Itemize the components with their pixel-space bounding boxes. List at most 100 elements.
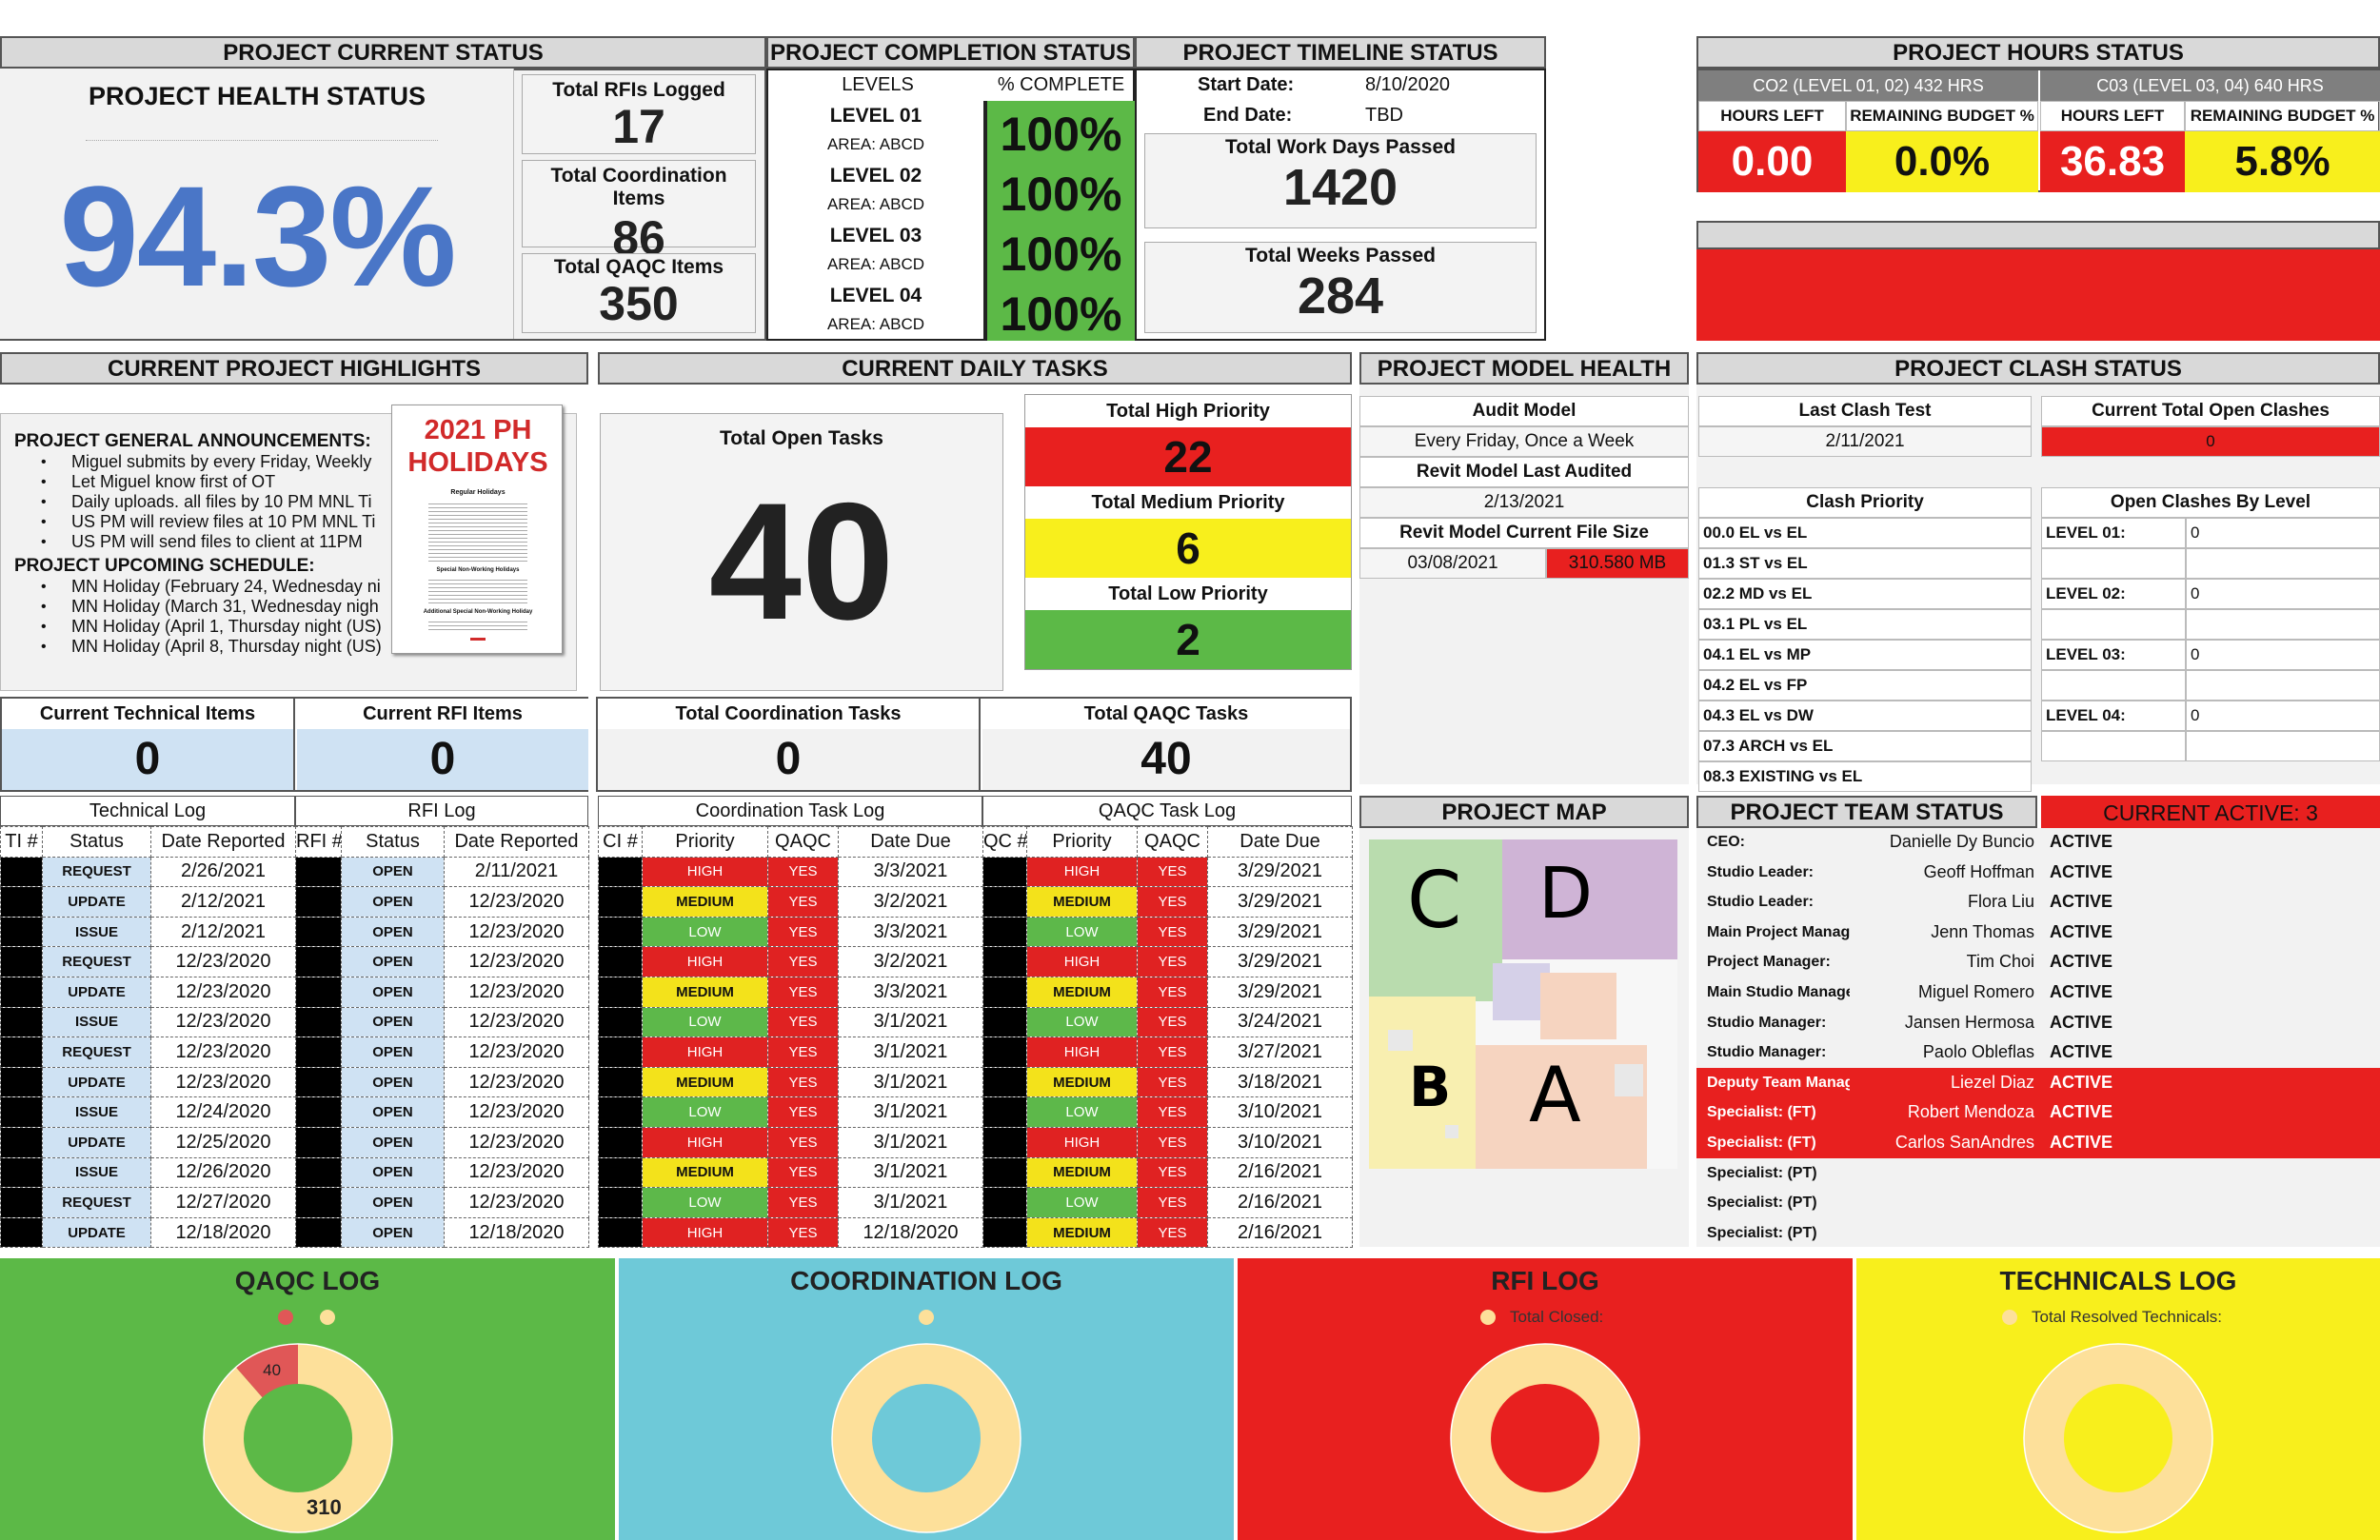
coord-tasks-value: 0: [598, 729, 981, 790]
schedule-title: PROJECT UPCOMING SCHEDULE:: [14, 556, 315, 576]
list-item: 04.3 EL vs DW: [1698, 701, 2032, 731]
table-row[interactable]: UPDATE 2/12/2021: [0, 886, 296, 918]
table-row[interactable]: REQUEST 12/23/2020: [0, 1037, 296, 1068]
team-name: Miguel Romero: [1917, 982, 2034, 1001]
site-map[interactable]: C D B A: [1369, 839, 1677, 1169]
table-row[interactable]: LOW YES 3/3/2021: [598, 916, 983, 948]
team-name: Geoff Hoffman: [1923, 861, 2034, 881]
qaqc-cell: YES: [767, 1066, 839, 1098]
table-row[interactable]: OPEN 12/23/2020: [295, 1156, 589, 1189]
table-row[interactable]: MEDIUM YES 3/18/2021: [982, 1066, 1353, 1098]
technicals-legend-label: Total Resolved Technicals:: [2032, 1308, 2223, 1326]
table-row[interactable]: OPEN 12/23/2020: [295, 916, 589, 948]
table-row[interactable]: MEDIUM YES 3/29/2021: [982, 886, 1353, 918]
team-role: Project Manager:: [1707, 954, 1831, 971]
clash-priority-label: Clash Priority: [1698, 487, 2032, 518]
table-row[interactable]: HIGH YES 3/1/2021: [598, 1037, 983, 1068]
id-cell: [295, 976, 342, 1008]
table-row[interactable]: OPEN 12/23/2020: [295, 886, 589, 918]
table-row[interactable]: HIGH YES 3/27/2021: [982, 1037, 1353, 1068]
table-row[interactable]: HIGH YES 3/3/2021: [598, 856, 983, 888]
table-row[interactable]: REQUEST 2/26/2021: [0, 856, 296, 888]
table-row[interactable]: ISSUE 12/23/2020: [0, 1006, 296, 1038]
status-cell: ISSUE: [42, 916, 151, 948]
table-row[interactable]: LOW YES 3/1/2021: [598, 1187, 983, 1218]
table-row[interactable]: LOW YES 3/24/2021: [982, 1006, 1353, 1038]
rfi-log-chart: RFI LOG Total Closed:: [1238, 1258, 1853, 1540]
id-cell: [982, 916, 1027, 948]
priority-cell: MEDIUM: [1026, 1216, 1138, 1249]
id-cell: [0, 976, 43, 1008]
list-item: 04.2 EL vs FP: [1698, 670, 2032, 701]
table-row[interactable]: OPEN 12/23/2020: [295, 1096, 589, 1128]
table-row[interactable]: HIGH YES 12/18/2020: [598, 1216, 983, 1249]
priority-cell: HIGH: [642, 856, 768, 888]
qaqc-cell: YES: [1137, 1187, 1208, 1218]
id-cell: [982, 1216, 1027, 1249]
table-row[interactable]: HIGH YES 3/29/2021: [982, 946, 1353, 977]
qaqc-cell: YES: [1137, 976, 1208, 1008]
status-cell: OPEN: [341, 1066, 445, 1098]
table-row[interactable]: ISSUE 12/26/2020: [0, 1156, 296, 1189]
id-cell: [295, 886, 342, 918]
date-cell: 2/16/2021: [1207, 1187, 1353, 1218]
open-clashes-label: Current Total Open Clashes: [2041, 396, 2380, 426]
status-cell: ISSUE: [42, 1006, 151, 1038]
team-role: Studio Manager:: [1707, 1014, 1827, 1031]
table-row[interactable]: LOW YES 3/29/2021: [982, 916, 1353, 948]
table-row[interactable]: HIGH YES 3/10/2021: [982, 1126, 1353, 1158]
table-row[interactable]: UPDATE 12/25/2020: [0, 1126, 296, 1158]
table-row[interactable]: MEDIUM YES 3/1/2021: [598, 1156, 983, 1189]
table-row[interactable]: LOW YES 3/1/2021: [598, 1006, 983, 1038]
id-cell: [0, 1156, 43, 1189]
table-row[interactable]: OPEN 2/11/2021: [295, 856, 589, 888]
table-row[interactable]: REQUEST 12/27/2020: [0, 1187, 296, 1218]
table-row[interactable]: ISSUE 12/24/2020: [0, 1096, 296, 1128]
medium-priority-label: Total Medium Priority: [1025, 486, 1351, 519]
table-row[interactable]: MEDIUM YES 2/16/2021: [982, 1156, 1353, 1189]
level-percent: 100%: [1000, 287, 1122, 341]
table-row[interactable]: UPDATE 12/23/2020: [0, 1066, 296, 1098]
table-row[interactable]: ISSUE 2/12/2021: [0, 916, 296, 948]
table-row[interactable]: REQUEST 12/23/2020: [0, 946, 296, 977]
table-row[interactable]: OPEN 12/23/2020: [295, 1037, 589, 1068]
donut-slice: [832, 1344, 1021, 1532]
status-cell: OPEN: [341, 1037, 445, 1068]
table-row[interactable]: HIGH YES 3/2/2021: [598, 946, 983, 977]
team-role: Studio Manager:: [1707, 1044, 1827, 1061]
table-row[interactable]: LOW YES 3/1/2021: [598, 1096, 983, 1128]
table-row[interactable]: MEDIUM YES 3/3/2021: [598, 976, 983, 1008]
table-row[interactable]: OPEN 12/23/2020: [295, 1006, 589, 1038]
team-role: CEO:: [1707, 834, 1745, 850]
table-row[interactable]: OPEN 12/23/2020: [295, 1126, 589, 1158]
table-row[interactable]: MEDIUM YES 3/29/2021: [982, 976, 1353, 1008]
table-row[interactable]: HIGH YES 3/29/2021: [982, 856, 1353, 888]
table-row[interactable]: MEDIUM YES 2/16/2021: [982, 1216, 1353, 1249]
status-cell: OPEN: [341, 946, 445, 977]
last-audited-label: Revit Model Last Audited: [1359, 457, 1689, 487]
table-row[interactable]: OPEN 12/23/2020: [295, 1187, 589, 1218]
date-cell: 12/23/2020: [444, 1006, 589, 1038]
table-row[interactable]: MEDIUM YES 3/2/2021: [598, 886, 983, 918]
status-cell: OPEN: [341, 886, 445, 918]
legend-swatch: [1480, 1310, 1496, 1325]
tech-items-label: Current Technical Items: [2, 699, 295, 729]
legend-swatch: [320, 1310, 335, 1325]
date-cell: 12/18/2020: [444, 1216, 589, 1249]
table-row[interactable]: OPEN 12/23/2020: [295, 976, 589, 1008]
team-member-row: CEO: Danielle Dy Buncio ACTIVE: [1701, 828, 2380, 859]
table-row[interactable]: UPDATE 12/23/2020: [0, 976, 296, 1008]
table-row[interactable]: OPEN 12/23/2020: [295, 946, 589, 977]
table-row[interactable]: MEDIUM YES 3/1/2021: [598, 1066, 983, 1098]
table-row[interactable]: HIGH YES 3/1/2021: [598, 1126, 983, 1158]
level-value: 0: [2186, 701, 2380, 731]
table-row[interactable]: OPEN 12/18/2020: [295, 1216, 589, 1249]
table-row[interactable]: LOW YES 3/10/2021: [982, 1096, 1353, 1128]
table-row[interactable]: LOW YES 2/16/2021: [982, 1187, 1353, 1218]
donut-slice: [235, 1344, 299, 1398]
table-row[interactable]: UPDATE 12/18/2020: [0, 1216, 296, 1249]
rfi-items-value: 0: [297, 729, 588, 790]
date-cell: 12/23/2020: [444, 1187, 589, 1218]
team-status: ACTIVE: [2050, 861, 2113, 881]
table-row[interactable]: OPEN 12/23/2020: [295, 1066, 589, 1098]
